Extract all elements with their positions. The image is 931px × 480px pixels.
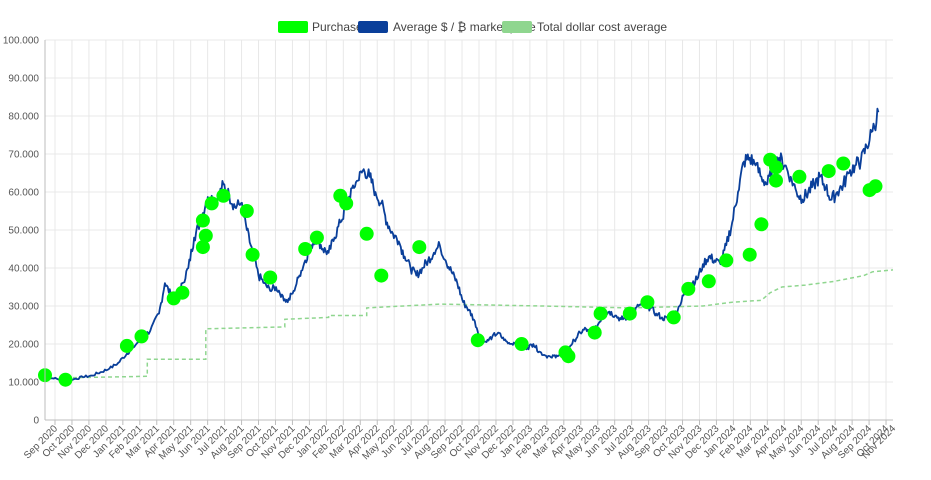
purchase-point bbox=[298, 242, 313, 256]
purchase-point bbox=[470, 333, 485, 348]
y-tick-label: 20.000 bbox=[8, 340, 39, 351]
y-tick-label: 0 bbox=[33, 416, 39, 427]
purchase-point bbox=[339, 196, 354, 211]
purchase-point bbox=[769, 173, 783, 188]
purchase-point bbox=[359, 226, 374, 241]
legend-swatch-price bbox=[358, 21, 388, 33]
purchase-point bbox=[198, 228, 213, 243]
axis-layer: 0 10.000 20.000 30.000 40.000 50.000 60.000 70.… bbox=[3, 36, 899, 463]
legend-item-dca[interactable]: Total dollar cost average bbox=[502, 20, 667, 34]
purchase-point bbox=[792, 169, 807, 184]
legend: Purchases Average $ / ₿ market price Tot… bbox=[278, 20, 667, 34]
purchase-point bbox=[754, 217, 769, 232]
y-tick-label: 30.000 bbox=[8, 302, 39, 313]
y-tick-label: 90.000 bbox=[8, 74, 39, 85]
legend-swatch-dca bbox=[502, 21, 532, 33]
y-tick-label: 80.000 bbox=[8, 112, 39, 123]
legend-item-purchases[interactable]: Purchases bbox=[278, 20, 369, 34]
legend-label-price: Average $ / ₿ market price bbox=[393, 20, 536, 34]
purchase-point bbox=[769, 160, 783, 175]
purchase-point bbox=[119, 338, 134, 353]
y-tick-label: 100.000 bbox=[3, 36, 40, 47]
purchase-point bbox=[514, 337, 529, 351]
purchase-point bbox=[204, 196, 219, 211]
purchase-point bbox=[681, 281, 696, 296]
purchase-point bbox=[175, 285, 190, 300]
purchase-point bbox=[719, 253, 734, 268]
purchase-point bbox=[561, 349, 576, 364]
y-tick-label: 70.000 bbox=[8, 150, 39, 161]
purchase-point bbox=[263, 270, 278, 285]
legend-label-purchases: Purchases bbox=[312, 20, 369, 34]
purchase-point bbox=[701, 274, 716, 289]
purchase-point bbox=[195, 213, 210, 228]
dca-series-line bbox=[44, 269, 894, 379]
purchase-point bbox=[134, 329, 149, 344]
legend-swatch-purchases bbox=[278, 21, 308, 33]
purchase-point bbox=[309, 230, 324, 245]
purchase-point bbox=[58, 372, 73, 387]
purchase-point bbox=[622, 306, 637, 321]
purchase-point bbox=[587, 325, 602, 340]
purchase-point bbox=[666, 310, 681, 325]
purchase-point bbox=[742, 247, 757, 262]
purchase-point bbox=[195, 240, 210, 255]
y-tick-label: 10.000 bbox=[8, 378, 39, 389]
purchases-layer bbox=[38, 152, 883, 387]
purchase-point bbox=[821, 164, 836, 179]
y-tick-label: 50.000 bbox=[8, 226, 39, 237]
dca-line-layer bbox=[44, 269, 894, 379]
grid-layer bbox=[45, 39, 893, 421]
legend-label-dca: Total dollar cost average bbox=[537, 20, 667, 34]
purchase-point bbox=[836, 156, 851, 171]
y-tick-label: 60.000 bbox=[8, 188, 39, 199]
purchase-point bbox=[216, 188, 231, 203]
legend-item-price[interactable]: Average $ / ₿ market price bbox=[358, 20, 536, 34]
purchase-point bbox=[239, 204, 254, 218]
purchase-point bbox=[868, 179, 883, 194]
purchase-point bbox=[412, 240, 427, 255]
y-tick-label: 40.000 bbox=[8, 264, 39, 275]
purchase-point bbox=[640, 295, 655, 310]
purchase-point bbox=[245, 247, 260, 262]
purchase-point bbox=[374, 268, 389, 283]
purchase-point bbox=[593, 306, 608, 321]
